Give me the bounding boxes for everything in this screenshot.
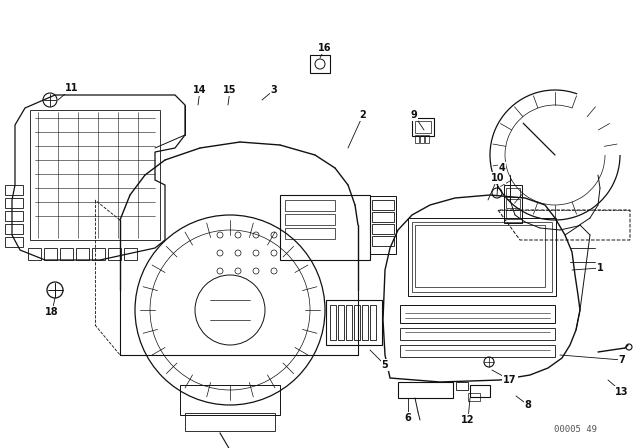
Bar [504,185,522,223]
Bar [108,248,121,260]
Bar [415,225,545,287]
Text: 2: 2 [360,110,366,120]
Bar [76,248,89,260]
Bar [468,393,480,401]
Bar [408,218,556,296]
Text: 10: 10 [492,173,505,183]
Bar [28,248,41,260]
Bar [400,345,555,357]
Bar [372,224,394,234]
Bar [370,305,376,340]
Bar [5,224,23,234]
Bar [470,385,490,397]
Bar [506,188,520,197]
Bar [180,385,280,415]
Text: 7: 7 [619,355,625,365]
Bar [398,382,453,398]
Bar [330,305,336,340]
Bar [400,305,555,323]
Bar [310,55,330,73]
Text: 1: 1 [596,263,604,273]
Text: 8: 8 [525,400,531,410]
Bar [92,248,105,260]
Bar [326,300,382,345]
Bar [346,305,352,340]
Text: 18: 18 [45,307,59,317]
Bar [5,185,23,195]
Bar [425,135,429,143]
Text: 4: 4 [499,163,506,173]
Bar [412,118,434,136]
Bar [185,413,275,431]
Bar [5,211,23,221]
Bar [415,135,419,143]
Bar [30,110,160,240]
Bar [280,195,370,260]
Text: 12: 12 [461,415,475,425]
Text: 16: 16 [318,43,332,53]
Bar [372,236,394,246]
Bar [285,200,335,211]
Bar [456,382,468,390]
Bar [5,237,23,247]
Text: 9: 9 [411,110,417,120]
Text: 14: 14 [193,85,207,95]
Bar [506,210,520,219]
Bar [124,248,137,260]
Text: 11: 11 [65,83,79,93]
Bar [60,248,73,260]
Text: 13: 13 [615,387,628,397]
Bar [415,121,431,133]
Text: 17: 17 [503,375,516,385]
Bar [362,305,368,340]
Bar [44,248,57,260]
Text: 3: 3 [271,85,277,95]
Bar [372,200,394,210]
Text: 5: 5 [381,360,388,370]
Text: 6: 6 [404,413,412,423]
Bar [370,196,396,254]
Bar [372,212,394,222]
Text: 00005 49: 00005 49 [554,426,596,435]
Bar [412,222,552,292]
Bar [354,305,360,340]
Text: 15: 15 [223,85,237,95]
Bar [506,199,520,208]
Bar [338,305,344,340]
Bar [285,214,335,225]
Bar [5,198,23,208]
Bar [420,135,424,143]
Bar [400,328,555,340]
Bar [285,228,335,239]
